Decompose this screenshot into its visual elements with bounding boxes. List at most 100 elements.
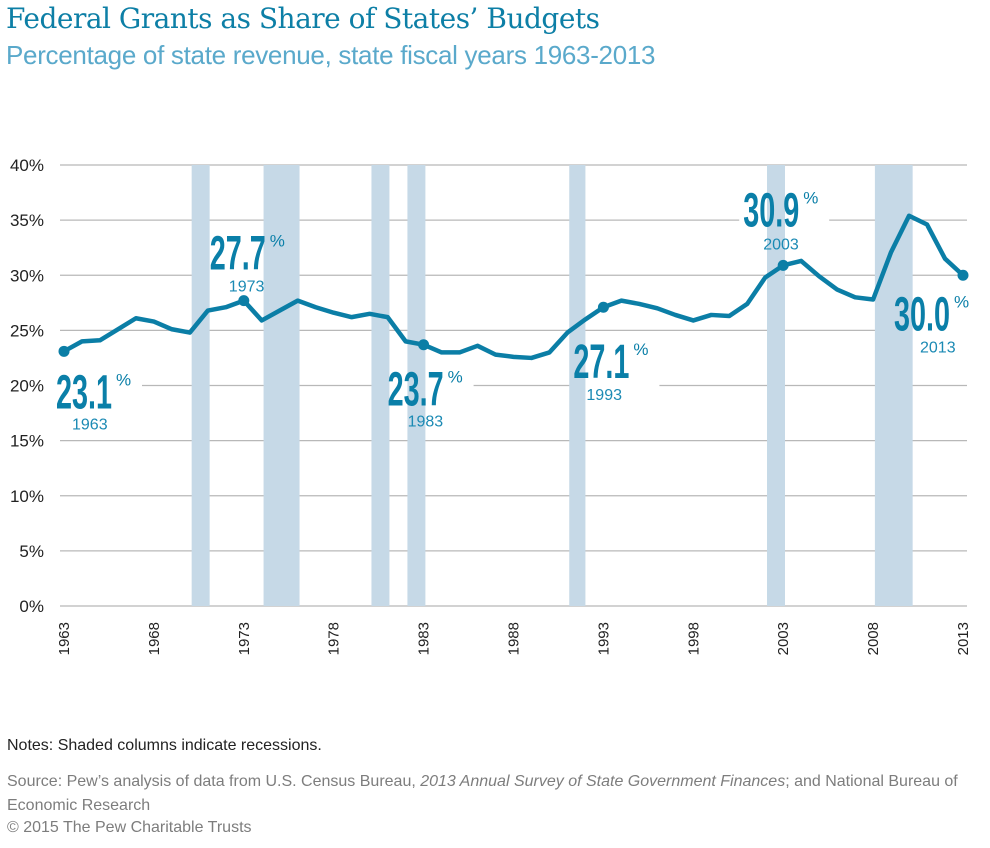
annotation-value: 27.1	[573, 336, 629, 389]
data-point	[529, 356, 533, 360]
x-tick-label: 1978	[326, 622, 343, 655]
annotation-year: 1983	[408, 414, 444, 431]
x-tick-label: 1993	[595, 622, 612, 655]
chart-title: Federal Grants as Share of States’ Budge…	[6, 2, 600, 35]
data-point	[745, 302, 749, 306]
data-point	[332, 311, 336, 315]
annotation-percent-sign: %	[954, 292, 969, 311]
annotation-marker	[238, 295, 250, 307]
recession-column	[371, 165, 390, 606]
data-point	[637, 302, 641, 306]
data-point	[853, 295, 857, 299]
data-point	[80, 339, 84, 343]
annotation-year: 1963	[72, 416, 108, 433]
data-point	[835, 288, 839, 292]
y-tick-label: 20%	[10, 377, 44, 396]
recession-column	[263, 165, 300, 606]
chart-notes: Notes: Shaded columns indicate recession…	[7, 737, 322, 754]
y-tick-label: 15%	[10, 432, 44, 451]
data-point	[799, 259, 803, 263]
data-point	[817, 274, 821, 278]
data-point	[314, 305, 318, 309]
data-point	[673, 313, 677, 317]
recession-column	[874, 165, 913, 606]
annotation-marker	[957, 269, 969, 281]
data-point	[458, 350, 462, 354]
chart-subtitle: Percentage of state revenue, state fisca…	[6, 40, 656, 70]
data-point	[691, 318, 695, 322]
annotation-knockout	[52, 364, 142, 433]
data-point	[206, 309, 210, 313]
data-series	[61, 213, 966, 361]
annotation-percent-sign: %	[803, 188, 818, 207]
y-tick-label: 40%	[10, 156, 44, 175]
data-point	[368, 312, 372, 316]
y-tick-label: 35%	[10, 211, 44, 230]
data-point	[296, 299, 300, 303]
y-tick-label: 10%	[10, 487, 44, 506]
data-point	[134, 316, 138, 320]
recession-columns	[191, 165, 913, 606]
annotation-knockout	[383, 361, 474, 430]
data-point	[188, 331, 192, 335]
data-point	[655, 306, 659, 310]
annotation-year: 2013	[920, 339, 956, 356]
data-point	[583, 317, 587, 321]
x-tick-label: 2008	[865, 622, 882, 655]
recession-column	[569, 165, 586, 606]
data-point	[494, 353, 498, 357]
recession-column	[191, 165, 210, 606]
data-point	[943, 257, 947, 261]
data-point	[727, 314, 731, 318]
data-point	[565, 331, 569, 335]
source-prefix: Source: Pew’s analysis of data from U.S.…	[7, 773, 421, 790]
x-tick-label: 1973	[236, 622, 253, 655]
data-point	[260, 318, 264, 322]
recession-column	[407, 165, 426, 606]
annotation-value: 30.0	[894, 288, 950, 341]
data-point	[512, 355, 515, 359]
annotation-value: 23.1	[56, 366, 112, 419]
annotation-marker	[418, 339, 430, 351]
x-tick-label: 1983	[416, 622, 433, 655]
data-point	[224, 305, 228, 309]
data-point	[98, 338, 102, 342]
y-axis-ticks: 0% 5% 10% 15% 20% 25% 30% 35% 40%	[10, 156, 44, 616]
y-tick-label: 5%	[19, 542, 44, 561]
annotation-value: 23.7	[388, 364, 444, 417]
x-axis-ticks: 1963 1968 1973 1978 1983 1988 1993 1998 2003 2008…	[56, 622, 972, 655]
line-chart: 0% 5% 10% 15% 20% 25% 30% 35% 40% 1963 1968 1973 19…	[9, 156, 972, 656]
annotation-percent-sign: %	[448, 368, 463, 387]
data-point	[763, 275, 767, 279]
data-point	[619, 299, 623, 303]
data-point	[278, 309, 282, 313]
data-point	[386, 315, 390, 319]
data-point	[709, 313, 713, 317]
annotation-year: 1993	[586, 387, 622, 404]
annotation-marker	[597, 301, 609, 313]
annotation-percent-sign: %	[116, 370, 131, 389]
data-point	[152, 320, 156, 324]
x-tick-label: 2013	[955, 622, 972, 655]
x-tick-label: 1963	[56, 622, 73, 655]
x-tick-label: 1988	[506, 622, 523, 655]
data-point	[170, 327, 174, 331]
annotation-value: 27.7	[210, 228, 266, 281]
data-point	[889, 250, 893, 254]
x-tick-label: 1998	[685, 622, 702, 655]
y-tick-label: 30%	[10, 266, 44, 285]
annotation-marker	[777, 259, 789, 271]
y-tick-label: 0%	[19, 597, 44, 616]
chart-source: Source: Pew’s analysis of data from U.S.…	[7, 770, 982, 818]
annotation-marker	[58, 345, 70, 357]
source-publication: 2013 Annual Survey of State Government F…	[420, 773, 786, 790]
data-point	[871, 298, 875, 302]
data-point	[547, 350, 551, 354]
y-tick-label: 25%	[10, 321, 44, 340]
annotations: 23.1 % 1963 27.7 % 1973 23.7 % 1983 27.1 % 1993 30.9…	[56, 184, 969, 433]
annotation-percent-sign: %	[633, 340, 648, 359]
annotation-value: 30.9	[743, 184, 799, 237]
data-point	[404, 339, 408, 343]
x-tick-label: 1968	[146, 622, 163, 655]
data-point	[350, 315, 354, 319]
